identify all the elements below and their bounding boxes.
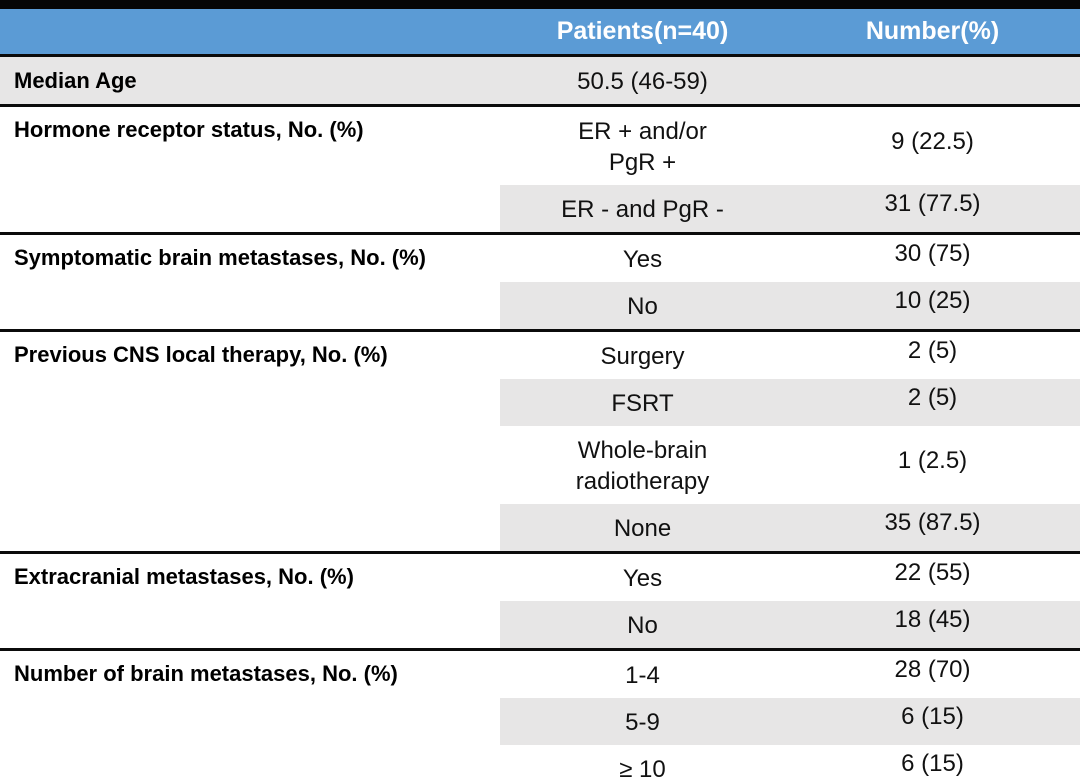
- section-median-age: Median Age 50.5 (46-59): [0, 57, 1080, 107]
- cell-number: 10 (25): [894, 287, 971, 314]
- cell-number: 6 (15): [901, 703, 964, 730]
- table-row: 1-4 28 (70): [500, 651, 1080, 698]
- table-row: ER + and/or PgR + 9 (22.5): [500, 107, 1080, 185]
- cell-number: 1 (2.5): [897, 446, 968, 474]
- cell-value: Surgery: [600, 343, 685, 370]
- cell-number: 31 (77.5): [884, 190, 981, 217]
- row-label-previous-cns: Previous CNS local therapy, No. (%): [14, 342, 388, 367]
- table-row: No 10 (25): [500, 282, 1080, 329]
- section-rows: Surgery 2 (5) FSRT 2 (5) Whole-brain rad…: [500, 332, 1080, 551]
- table-row: 50.5 (46-59): [500, 57, 1080, 104]
- section-previous-cns-local-therapy: Previous CNS local therapy, No. (%) Surg…: [0, 332, 1080, 554]
- cell-value: Yes: [622, 246, 663, 273]
- section-number-of-brain-metastases: Number of brain metastases, No. (%) 1-4 …: [0, 651, 1080, 781]
- cell-number: 2 (5): [907, 384, 958, 411]
- table-top-border: [0, 0, 1080, 9]
- table-row: FSRT 2 (5): [500, 379, 1080, 426]
- cell-number: 35 (87.5): [884, 509, 981, 536]
- row-label-number-brain-mets: Number of brain metastases, No. (%): [14, 661, 398, 686]
- cell-value: 5-9: [625, 709, 660, 736]
- cell-value: 1-4: [625, 662, 660, 689]
- row-label-hormone-receptor: Hormone receptor status, No. (%): [14, 117, 364, 142]
- section-symptomatic-brain-metastases: Symptomatic brain metastases, No. (%) Ye…: [0, 235, 1080, 332]
- section-rows: Yes 30 (75) No 10 (25): [500, 235, 1080, 329]
- section-rows: Yes 22 (55) No 18 (45): [500, 554, 1080, 648]
- row-label-extracranial: Extracranial metastases, No. (%): [14, 564, 354, 589]
- row-label-median-age: Median Age: [14, 67, 137, 93]
- header-number-column: Number(%): [865, 17, 1000, 45]
- row-label-symptomatic: Symptomatic brain metastases, No. (%): [14, 245, 427, 270]
- cell-number: 6 (15): [901, 750, 964, 777]
- section-hormone-receptor-status: Hormone receptor status, No. (%) ER + an…: [0, 107, 1080, 235]
- cell-number: 9 (22.5): [891, 127, 974, 155]
- section-rows: 50.5 (46-59): [500, 57, 1080, 104]
- cell-number: 30 (75): [894, 240, 971, 267]
- cell-value: ≥ 10: [619, 756, 666, 781]
- section-rows: ER + and/or PgR + 9 (22.5) ER - and PgR …: [500, 107, 1080, 232]
- table-row: Yes 22 (55): [500, 554, 1080, 601]
- cell-value: No: [627, 612, 658, 639]
- cell-value: None: [613, 515, 672, 542]
- cell-number: [785, 57, 1080, 104]
- table-header-row: Patients(n=40) Number(%): [0, 9, 1080, 57]
- cell-value: ER + and/or PgR +: [578, 118, 707, 176]
- cell-number: 28 (70): [894, 656, 971, 683]
- table-row: Whole-brain radiotherapy 1 (2.5): [500, 426, 1080, 504]
- section-extracranial-metastases: Extracranial metastases, No. (%) Yes 22 …: [0, 554, 1080, 651]
- table-row: No 18 (45): [500, 601, 1080, 648]
- table-row: ≥ 10 6 (15): [500, 745, 1080, 781]
- section-rows: 1-4 28 (70) 5-9 6 (15) ≥ 10 6 (15): [500, 651, 1080, 781]
- table-row: Yes 30 (75): [500, 235, 1080, 282]
- cell-value: 50.5 (46-59): [577, 68, 708, 95]
- table-row: ER - and PgR - 31 (77.5): [500, 185, 1080, 232]
- table-row: None 35 (87.5): [500, 504, 1080, 551]
- header-patients-column: Patients(n=40): [556, 17, 729, 45]
- cell-value: Whole-brain radiotherapy: [575, 437, 710, 495]
- cell-value: FSRT: [611, 390, 674, 417]
- cell-value: No: [627, 293, 658, 320]
- table-row: 5-9 6 (15): [500, 698, 1080, 745]
- cell-value: ER - and PgR -: [561, 196, 724, 223]
- cell-value: Yes: [622, 565, 663, 592]
- cell-number: 22 (55): [894, 559, 971, 586]
- table-row: Surgery 2 (5): [500, 332, 1080, 379]
- cell-number: 18 (45): [894, 606, 971, 633]
- cell-number: 2 (5): [907, 337, 958, 364]
